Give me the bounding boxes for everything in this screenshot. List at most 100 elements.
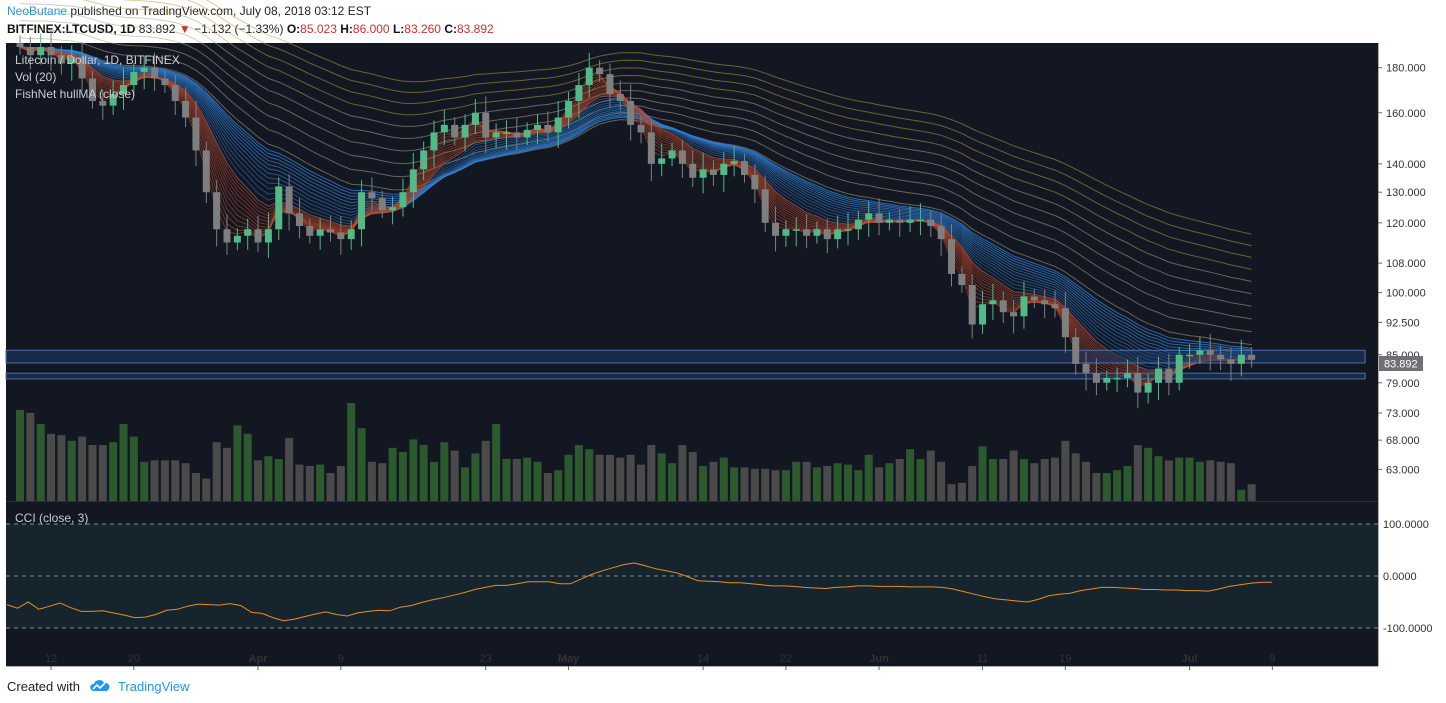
volume-bar <box>988 459 997 501</box>
candle-body <box>606 74 614 95</box>
candle-body <box>378 198 386 211</box>
time-tick-label: 9 <box>1269 653 1275 665</box>
price-tick-label: 63.000 <box>1386 464 1420 476</box>
candle-body <box>233 235 241 243</box>
candle-body <box>647 132 655 164</box>
price-tick-label: 130.000 <box>1386 187 1426 199</box>
high-label: H: <box>340 22 353 36</box>
candle-body <box>368 192 376 199</box>
volume-bar <box>98 445 107 501</box>
volume-bar <box>574 445 583 501</box>
volume-bar <box>1040 459 1049 501</box>
candle-body <box>78 57 86 79</box>
candle-body <box>1196 350 1204 355</box>
candle-body <box>834 229 842 240</box>
volume-bar <box>78 436 87 501</box>
volume-bar <box>833 463 842 501</box>
candle-body <box>513 132 521 138</box>
volume-bar <box>461 467 470 501</box>
volume-bar <box>88 445 97 501</box>
price-tick-label: 140.000 <box>1386 159 1426 171</box>
candle-body <box>337 232 345 240</box>
tradingview-brand-link[interactable]: TradingView <box>117 679 190 694</box>
volume-bar <box>1102 473 1111 501</box>
candle-body <box>254 229 262 243</box>
price-axis[interactable] <box>1378 43 1446 666</box>
legend-cci: CCI (close, 3) <box>15 511 88 525</box>
volume-bar <box>47 433 56 501</box>
volume-bar <box>109 442 118 501</box>
legend-title: Litecoin / Dollar, 1D, BITFINEX <box>15 53 180 67</box>
volume-bar <box>937 461 946 501</box>
volume-bar <box>523 457 532 501</box>
volume-bar <box>367 461 376 501</box>
volume-bar <box>968 466 977 501</box>
volume-bar <box>1164 460 1173 501</box>
candle-body <box>389 207 397 211</box>
volume-bar <box>378 463 387 501</box>
volume-bar <box>223 447 231 501</box>
candle-body <box>596 67 604 75</box>
last-price-label: 83.892 <box>1384 359 1418 371</box>
publish-info: NeoButane published on TradingView.com, … <box>7 4 371 18</box>
time-tick-label: 22 <box>780 653 792 665</box>
legend-volume: Vol (20) <box>15 70 56 84</box>
candle-body <box>875 213 883 223</box>
volume-bar <box>802 461 811 501</box>
support-zones <box>5 349 1366 380</box>
cci-band <box>6 524 1378 628</box>
volume-bar <box>885 463 894 501</box>
candle-body <box>192 117 200 151</box>
candle-body <box>327 229 334 233</box>
candle-body <box>213 192 221 230</box>
candle-body <box>751 174 759 190</box>
candle-body <box>151 67 159 79</box>
volume-bar <box>254 460 263 501</box>
time-tick-label: 11 <box>977 653 988 665</box>
volume-bar <box>160 460 169 501</box>
main-pane[interactable] <box>6 43 1378 501</box>
volume-bar <box>854 470 863 501</box>
price-tick-label: 180.000 <box>1386 63 1426 75</box>
created-with-text: Created with <box>7 679 80 694</box>
volume-bar <box>585 449 594 501</box>
candle-body <box>627 100 635 125</box>
volume-bar <box>419 445 428 501</box>
volume-bar <box>357 428 366 501</box>
volume-bar <box>274 459 283 501</box>
candle-body <box>1134 373 1142 393</box>
price-tick-label: 100.000 <box>1386 288 1426 300</box>
volume-bar <box>1030 463 1039 501</box>
volume-bar <box>398 452 407 501</box>
price-tick-label: 79.000 <box>1386 378 1420 390</box>
price-axis-ticks: 180.000 160.000 140.000 130.000 120.000 108.0… <box>1378 63 1426 476</box>
time-tick-label: Jul <box>1182 653 1198 665</box>
candle-body <box>1155 368 1162 383</box>
low-label: L: <box>392 22 405 36</box>
volume-bar <box>699 466 708 501</box>
volume-bar <box>181 463 190 501</box>
open-value: 85.023 <box>300 22 337 36</box>
volume-bar <box>67 440 76 501</box>
legend-fishnet: FishNet hullMA (close) <box>15 87 135 101</box>
volume-bar <box>564 454 573 501</box>
candle-body <box>1051 304 1059 309</box>
volume-bar <box>150 460 159 501</box>
candle-body <box>1123 373 1131 378</box>
candle-body <box>88 78 96 101</box>
volume-bar <box>647 445 656 501</box>
blue-ribbon-line <box>19 46 1252 352</box>
candle-body <box>430 132 438 151</box>
high-value: 86.000 <box>352 22 390 36</box>
volume-bar <box>502 459 511 501</box>
volume-bar <box>1175 457 1184 501</box>
author-name[interactable]: NeoButane <box>7 4 68 18</box>
volume-bar <box>243 433 252 501</box>
candle-body <box>130 71 138 86</box>
volume-bar <box>1123 466 1132 501</box>
time-tick-label: Apr <box>249 653 269 665</box>
candle-body <box>658 158 666 164</box>
volume-bar <box>430 461 438 501</box>
price-tick-label: 108.000 <box>1386 258 1426 270</box>
